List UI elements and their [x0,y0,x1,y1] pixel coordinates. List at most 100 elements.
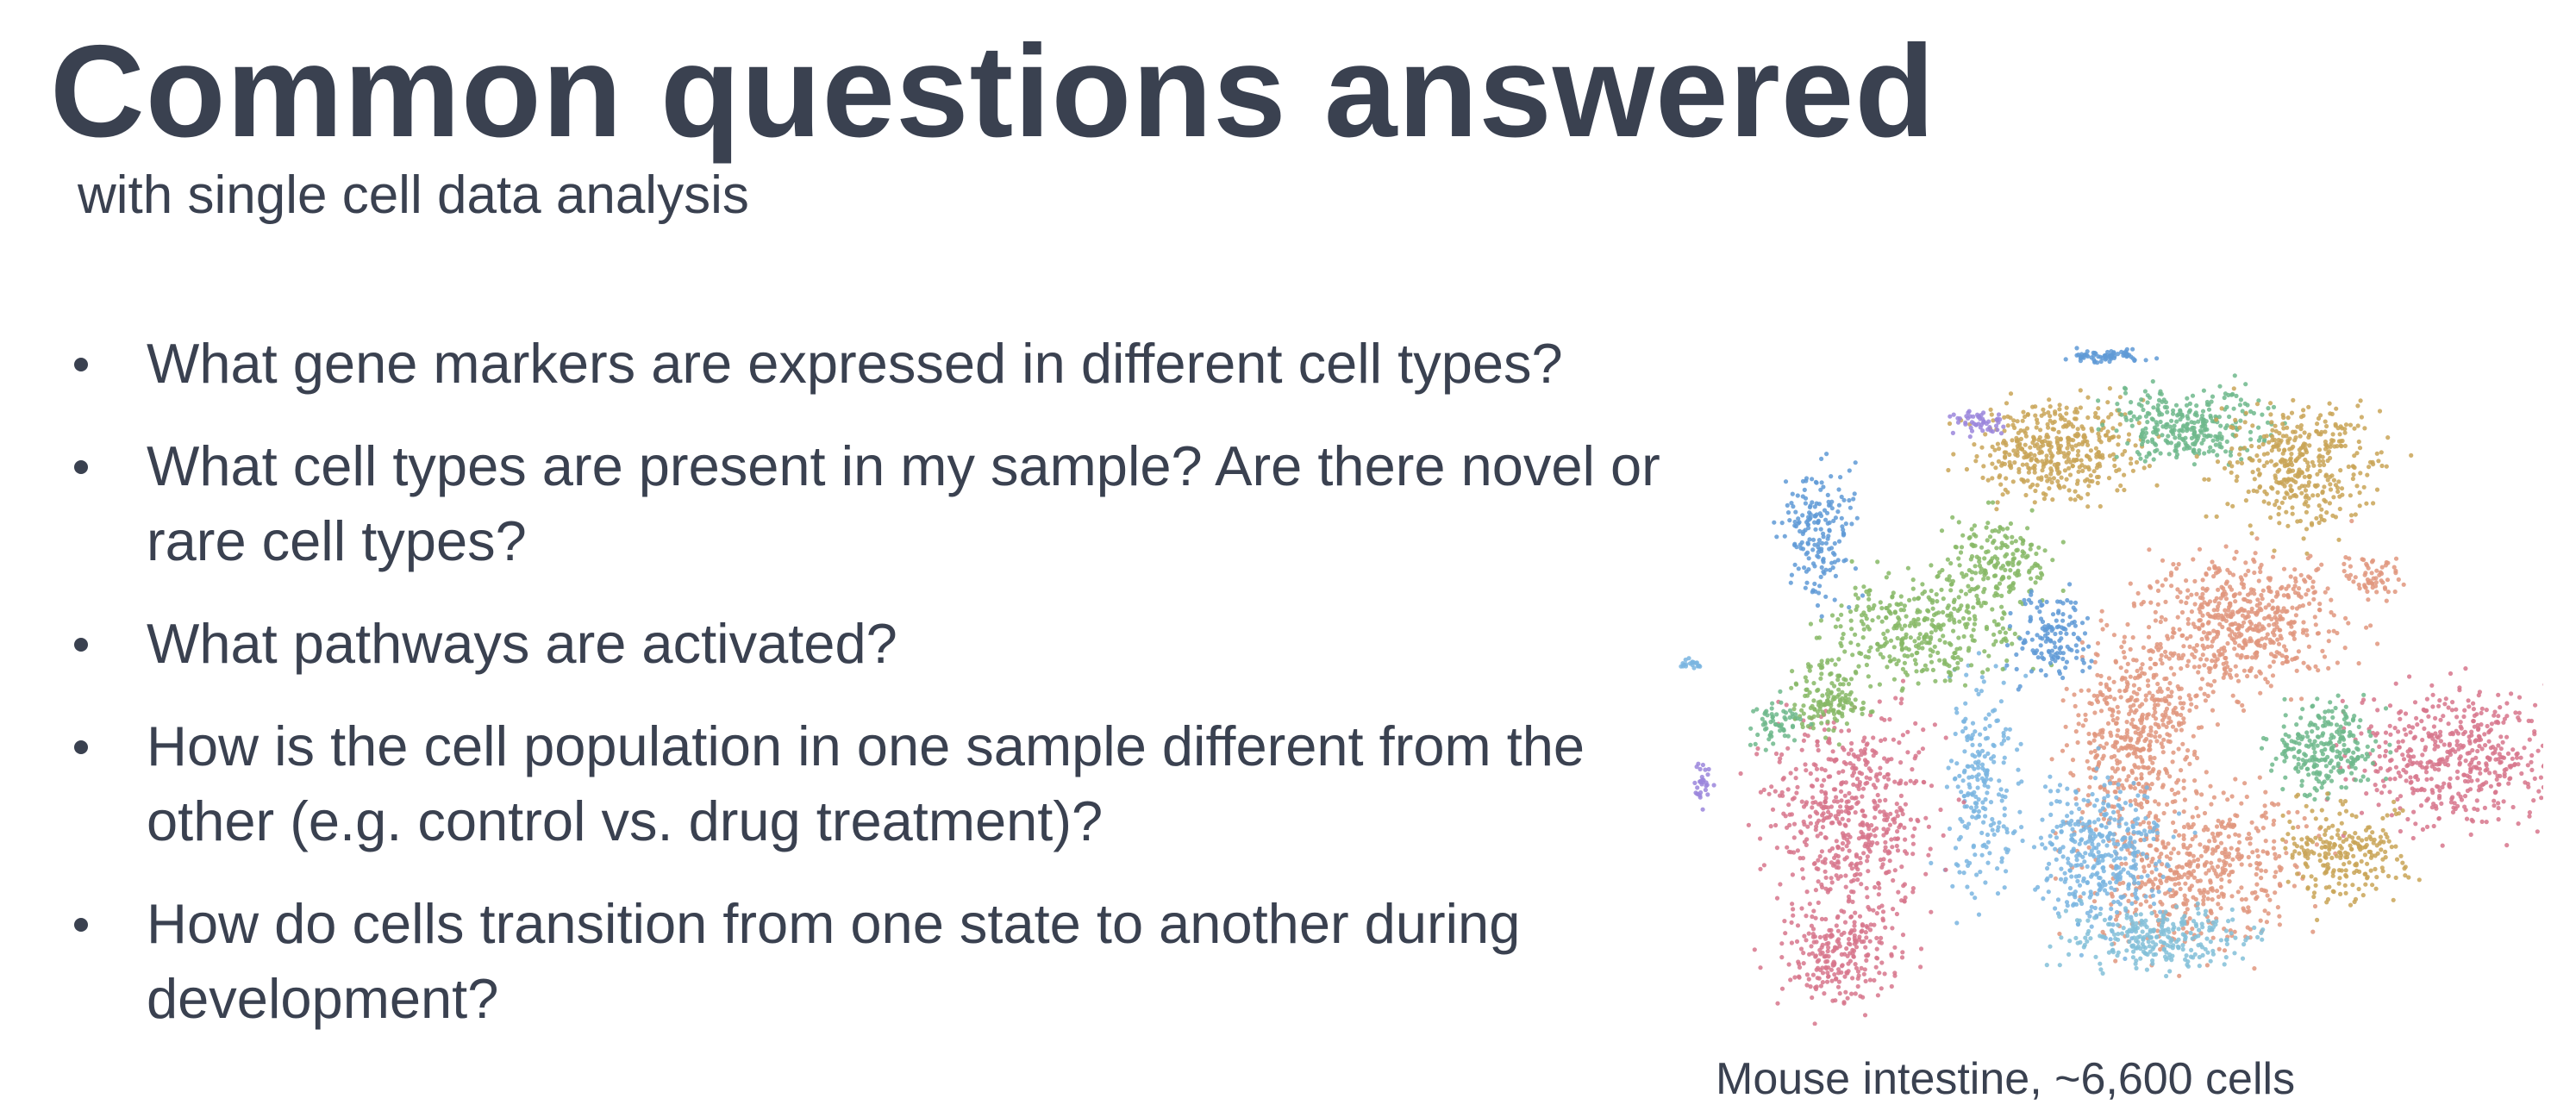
cell-point [2342,830,2348,836]
cell-point [2116,842,2121,847]
cell-point [2464,816,2470,821]
cell-point [2239,885,2244,890]
cell-point [2056,429,2061,434]
cell-point [2279,584,2285,590]
cell-point [2479,706,2485,711]
cell-point [2350,476,2355,482]
cell-point [2234,433,2239,438]
cell-point [2414,715,2419,721]
cell-point [2085,798,2091,804]
cell-point [2223,846,2228,852]
cell-point [2283,846,2288,851]
cell-point [2165,802,2170,808]
cell-point [2469,729,2474,734]
cell-point [2343,704,2348,709]
cell-point [1858,860,1863,865]
cell-point [1850,773,1855,778]
cell-point [2259,562,2264,568]
cell-point [2346,748,2351,753]
cell-point [2141,439,2146,444]
cell-point [1903,623,1908,628]
cell-point [2338,891,2343,896]
cell-point [1804,768,1809,773]
cell-point [2392,799,2397,805]
cell-point [2364,625,2369,630]
cell-point [2212,678,2217,683]
cell-point [2226,821,2232,827]
cell-point [2148,583,2153,589]
cell-point [2158,419,2163,425]
cell-point [2099,823,2104,828]
cell-point [2514,752,2519,757]
cell-point [2114,909,2120,915]
cell-point [2367,729,2372,734]
cell-point [1988,823,1993,828]
cell-point [1755,746,1760,752]
cell-point [2208,445,2213,450]
cell-point [2469,733,2474,738]
cell-point [1846,728,1852,733]
cell-point [2296,762,2301,767]
cell-point [2436,767,2442,772]
cell-point [2323,709,2328,715]
cell-point [2104,825,2109,830]
cell-point [2004,401,2010,406]
cell-point [1849,861,1854,866]
cell-point [1902,899,1907,904]
cell-point [2085,758,2090,764]
cell-point [1932,722,1937,727]
cell-point [2523,780,2528,785]
cell-point [1908,778,1913,783]
cell-point [2270,434,2275,439]
cell-point [2096,817,2101,822]
cell-point [1991,742,1996,747]
cell-point [2141,820,2146,825]
cell-point [2143,815,2148,821]
cell-point [2059,829,2064,834]
cell-point [1991,832,1997,837]
cell-point [2062,871,2067,876]
bullet-dot-icon [74,740,88,754]
cell-point [1887,822,1892,827]
cell-point [2050,828,2055,834]
cell-point [2351,716,2356,721]
cell-point [2472,724,2477,729]
cell-point [2080,821,2085,827]
cell-point [2191,462,2197,467]
cell-point [1990,461,1995,466]
cell-point [2351,472,2356,477]
cell-point [2313,883,2318,888]
cell-point [2098,440,2104,445]
cell-point [1976,796,1981,802]
cell-point [2285,832,2291,837]
cell-point [2129,417,2134,423]
cell-point [2329,835,2335,840]
cell-point [1816,802,1822,807]
cell-point [2309,874,2314,879]
cell-point [1966,863,1971,869]
cell-point [2228,452,2234,458]
cell-point [2179,599,2184,604]
cell-point [2058,449,2063,455]
cell-point [2351,465,2356,470]
cell-point [1976,765,1981,771]
cell-point [2385,873,2392,879]
cell-point [2297,586,2302,591]
cell-point [2131,683,2136,688]
cell-point [2151,902,2157,907]
cell-point [2204,434,2210,440]
cell-point [1983,807,1988,812]
cell-point [2510,804,2516,810]
cell-point [1788,850,1794,855]
cell-point [2287,621,2292,626]
cell-point [2060,845,2066,850]
cell-point [2290,511,2295,516]
cell-point [1982,783,1987,788]
cell-point [1804,842,1809,848]
cell-point [2323,870,2329,875]
cell-point [2342,717,2347,722]
cell-point [2305,483,2311,488]
cell-point [1959,789,1964,795]
cell-point [2425,760,2430,765]
cell-point [2495,773,2500,778]
